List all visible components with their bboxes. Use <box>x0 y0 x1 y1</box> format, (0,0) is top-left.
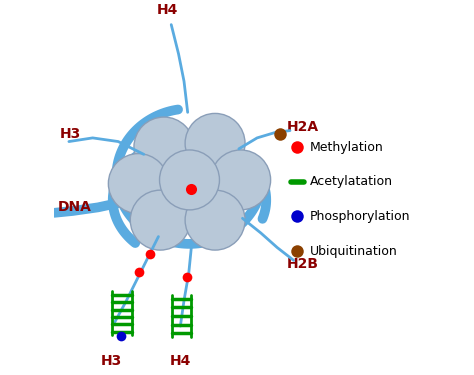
Text: H3: H3 <box>100 354 121 368</box>
Circle shape <box>185 190 245 250</box>
Text: H2B: H2B <box>286 257 319 271</box>
Circle shape <box>210 150 271 210</box>
Text: Methylation: Methylation <box>310 141 384 153</box>
Text: H4: H4 <box>157 3 178 17</box>
Circle shape <box>130 190 190 250</box>
Text: Phosphorylation: Phosphorylation <box>310 210 410 223</box>
Circle shape <box>109 154 168 213</box>
Circle shape <box>185 113 245 173</box>
Text: Acetylatation: Acetylatation <box>310 175 393 188</box>
Text: H2A: H2A <box>286 120 319 134</box>
Circle shape <box>160 150 219 210</box>
Text: Ubiquitination: Ubiquitination <box>310 245 398 258</box>
Text: DNA: DNA <box>58 200 92 214</box>
Text: H3: H3 <box>60 127 81 141</box>
Text: H4: H4 <box>170 354 191 368</box>
Circle shape <box>134 117 194 177</box>
